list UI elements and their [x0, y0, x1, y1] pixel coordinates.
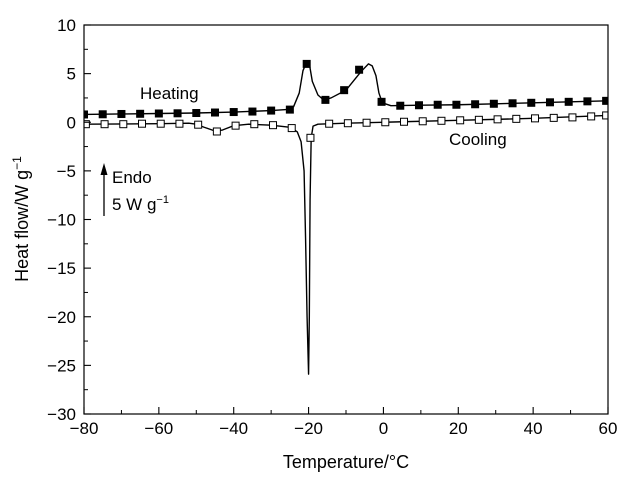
x-axis: −80 −60 −40 −20 0 20 40 60 — [70, 407, 618, 438]
data-point — [248, 107, 257, 116]
data-point — [583, 97, 592, 106]
data-point — [362, 118, 371, 127]
data-point — [302, 59, 311, 68]
data-point — [340, 86, 349, 95]
x-tick-label: 0 — [379, 419, 388, 438]
data-point — [568, 113, 577, 122]
data-point — [98, 110, 107, 119]
data-point — [433, 100, 442, 109]
y-tick-label: −15 — [47, 259, 76, 278]
data-point — [211, 108, 219, 117]
series-line — [84, 114, 608, 375]
data-point — [396, 101, 405, 110]
data-point — [381, 118, 390, 127]
cooling-label: Cooling — [449, 130, 507, 149]
data-point — [84, 120, 90, 129]
data-point — [587, 112, 596, 121]
data-point — [452, 100, 461, 109]
y-tick-label: 0 — [67, 113, 76, 132]
data-point — [400, 117, 409, 126]
data-point — [508, 99, 517, 108]
y-tick-label: −30 — [47, 405, 76, 424]
x-tick-label: −80 — [70, 419, 99, 438]
x-tick-label: 60 — [599, 419, 618, 438]
data-point — [564, 97, 573, 106]
data-point — [269, 121, 278, 130]
data-point — [175, 119, 184, 128]
y-tick-label: 10 — [57, 16, 76, 35]
data-point — [250, 120, 259, 129]
heating-label: Heating — [140, 84, 199, 103]
data-point — [173, 109, 182, 118]
data-point — [156, 119, 165, 128]
x-axis-label: Temperature/°C — [283, 452, 409, 472]
x-tick-label: 20 — [449, 419, 468, 438]
y-tick-label: −25 — [47, 356, 76, 375]
data-point — [527, 98, 536, 107]
data-point — [194, 120, 203, 129]
data-point — [418, 117, 427, 126]
cooling-series — [84, 111, 608, 375]
y-tick-label: −20 — [47, 308, 76, 327]
data-point — [549, 113, 558, 122]
data-point — [414, 101, 423, 110]
data-point — [602, 96, 608, 105]
endo-label: Endo — [112, 168, 152, 187]
data-point — [84, 110, 88, 119]
y-axis: 10 5 0 −5 −10 −15 −20 −25 −30 — [47, 16, 91, 424]
data-point — [138, 119, 147, 128]
data-point — [602, 111, 608, 120]
data-point — [456, 116, 465, 125]
data-point — [531, 114, 540, 123]
data-point — [119, 120, 128, 129]
data-point — [377, 97, 386, 106]
data-point — [343, 119, 352, 128]
data-point — [306, 133, 315, 142]
data-point — [154, 109, 163, 118]
data-point — [287, 124, 296, 133]
heating-series — [84, 59, 608, 119]
data-point — [192, 109, 201, 118]
data-point — [285, 105, 294, 114]
data-point — [493, 115, 502, 124]
data-point — [229, 108, 238, 117]
data-point — [355, 65, 364, 74]
data-point — [231, 121, 240, 130]
data-point — [474, 115, 483, 124]
data-point — [212, 127, 221, 136]
x-tick-label: −20 — [294, 419, 323, 438]
y-axis-label: Heat flow/W g−1 — [10, 156, 32, 282]
data-point — [100, 120, 109, 129]
scale-label: 5 W g−1 — [112, 194, 169, 214]
endo-arrow-icon — [100, 163, 108, 216]
data-point — [489, 99, 498, 108]
y-tick-label: 5 — [67, 65, 76, 84]
y-tick-label: −10 — [47, 211, 76, 230]
x-tick-label: −40 — [219, 419, 248, 438]
data-point — [267, 106, 276, 115]
x-tick-label: −60 — [144, 419, 173, 438]
y-tick-label: −5 — [57, 162, 76, 181]
data-point — [437, 116, 446, 125]
x-tick-label: 40 — [524, 419, 543, 438]
data-point — [321, 95, 330, 104]
data-point — [512, 114, 521, 123]
data-point — [545, 98, 554, 107]
data-point — [471, 100, 480, 109]
data-point — [117, 109, 126, 118]
data-point — [136, 109, 145, 118]
data-point — [325, 119, 334, 128]
